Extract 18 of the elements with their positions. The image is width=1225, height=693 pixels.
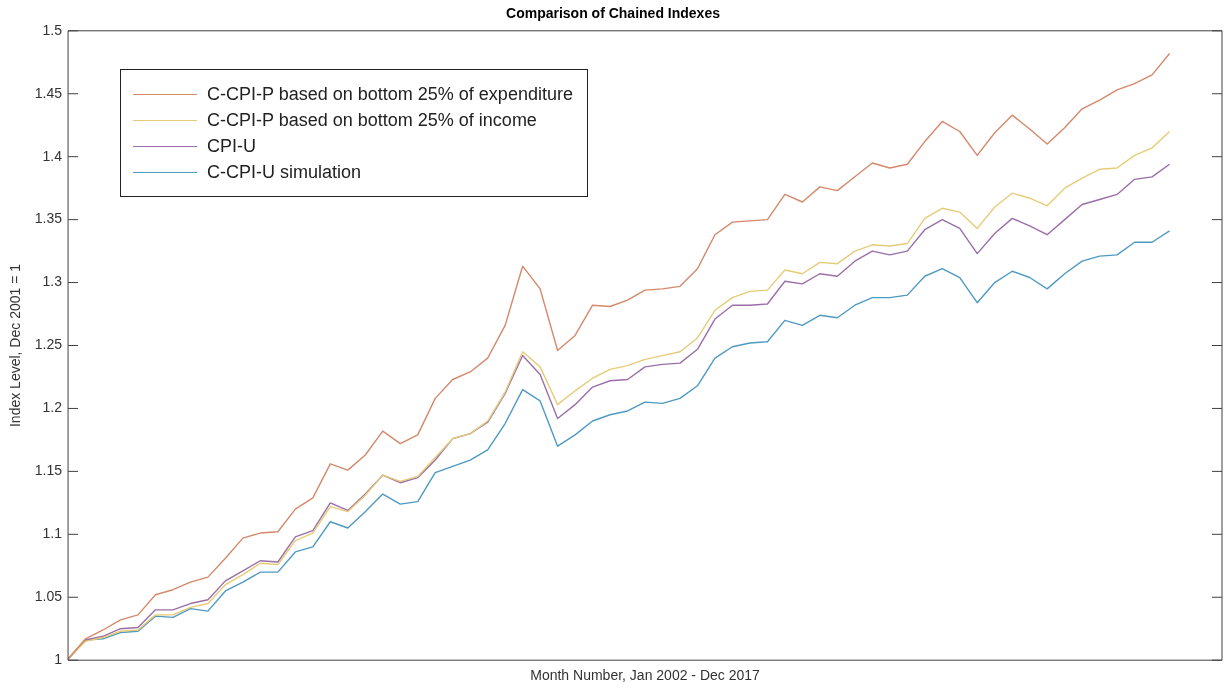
legend-label: C-CPI-P based on bottom 25% of income — [207, 110, 537, 132]
y-tick-label: 1.05 — [34, 588, 63, 605]
y-axis-title: Index Level, Dec 2001 = 1 — [7, 263, 24, 428]
y-tick-label: 1.15 — [34, 462, 63, 479]
y-tick-label: 1.45 — [34, 84, 63, 101]
legend-label: C-CPI-P based on bottom 25% of expenditure — [207, 84, 573, 106]
chart-title: Comparison of Chained Indexes — [506, 5, 721, 22]
x-axis-title: Month Number, Jan 2002 - Dec 2017 — [530, 667, 761, 684]
y-tick-label: 1.25 — [34, 336, 63, 353]
y-tick-label: 1.1 — [42, 525, 63, 542]
legend-label: CPI-U — [207, 136, 257, 158]
y-tick-label: 1.2 — [42, 399, 63, 416]
y-tick-label: 1.5 — [42, 21, 63, 38]
y-tick-label: 1 — [54, 651, 63, 668]
y-tick-label: 1.4 — [42, 147, 63, 164]
y-tick-label: 1.35 — [34, 210, 63, 227]
legend-label: C-CPI-U simulation — [207, 162, 362, 184]
y-tick-label: 1.3 — [42, 273, 63, 290]
